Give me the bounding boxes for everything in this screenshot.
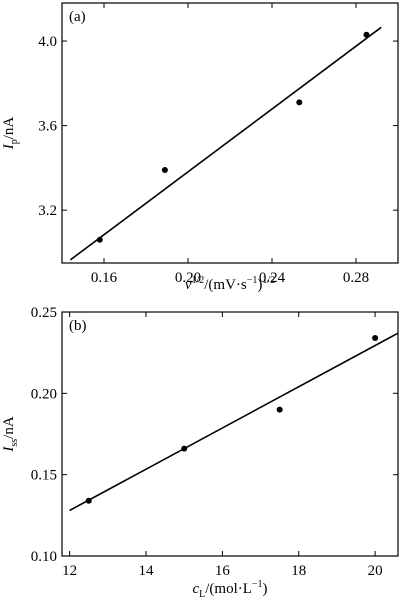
y-tick-label-b-1: 0.15 [31,468,57,484]
data-point-a-3 [363,31,370,38]
data-point-b-3 [372,335,379,342]
ticks-b: 12 14 16 18 20 0.10 0.15 0.20 0.25 [31,305,398,579]
x-axis-title-b: cL/(mol·L−1) [192,579,267,600]
y-tick-label-b-2: 0.20 [31,386,57,402]
data-point-b-2 [276,406,283,413]
y-tick-label-b-0: 0.10 [31,549,57,565]
data-point-b-1 [181,445,188,452]
x-tick-label-a-1: 0.20 [175,270,201,286]
points-b [85,335,379,504]
x-tick-label-b-2: 16 [215,563,231,579]
y-tick-label-a-1: 3.6 [38,119,57,135]
y-tick-label-a-2: 4.0 [38,34,57,50]
y-tick-label-b-3: 0.25 [31,305,57,321]
x-tick-label-b-3: 18 [291,563,306,579]
fit-group-a [69,26,382,261]
data-point-a-2 [296,99,303,106]
ticks-a: 0.16 0.20 0.24 0.28 3.2 3.6 4.0 [38,3,398,286]
data-point-a-0 [96,236,103,243]
x-tick-label-a-2: 0.24 [259,270,286,286]
x-axis-title-a: v1/2/(mV·s−1)1/2 [185,275,275,293]
y-axis-title-a: Ip/nA [1,117,20,151]
y-tick-label-a-0: 3.2 [38,203,57,219]
fit-group-b [69,332,399,512]
x-tick-label-b-0: 12 [62,563,77,579]
plot-frame-a [61,2,399,264]
y-axis-title-b: Iss/nA [1,416,20,452]
panel-label-b: (b) [69,318,87,334]
data-point-a-1 [161,166,168,173]
panel-label-a: (a) [69,9,86,25]
x-tick-label-a-3: 0.28 [343,270,369,286]
points-a [96,31,370,243]
x-tick-label-b-4: 20 [368,563,383,579]
fit-line-a [69,26,382,261]
x-tick-label-a-0: 0.16 [91,270,118,286]
plot-frame-b [61,311,399,557]
data-point-b-0 [85,497,92,504]
panel-b: (b) 12 14 16 18 20 0.10 0.15 0.20 0.25 cL/(mol·L… [1,305,399,600]
x-tick-label-b-1: 14 [139,563,155,579]
panel-a: (a) 0.16 0.20 0.24 0.28 3.2 3.6 4.0 v1/2/(mV·s… [1,2,399,293]
fit-line-b [69,332,399,512]
